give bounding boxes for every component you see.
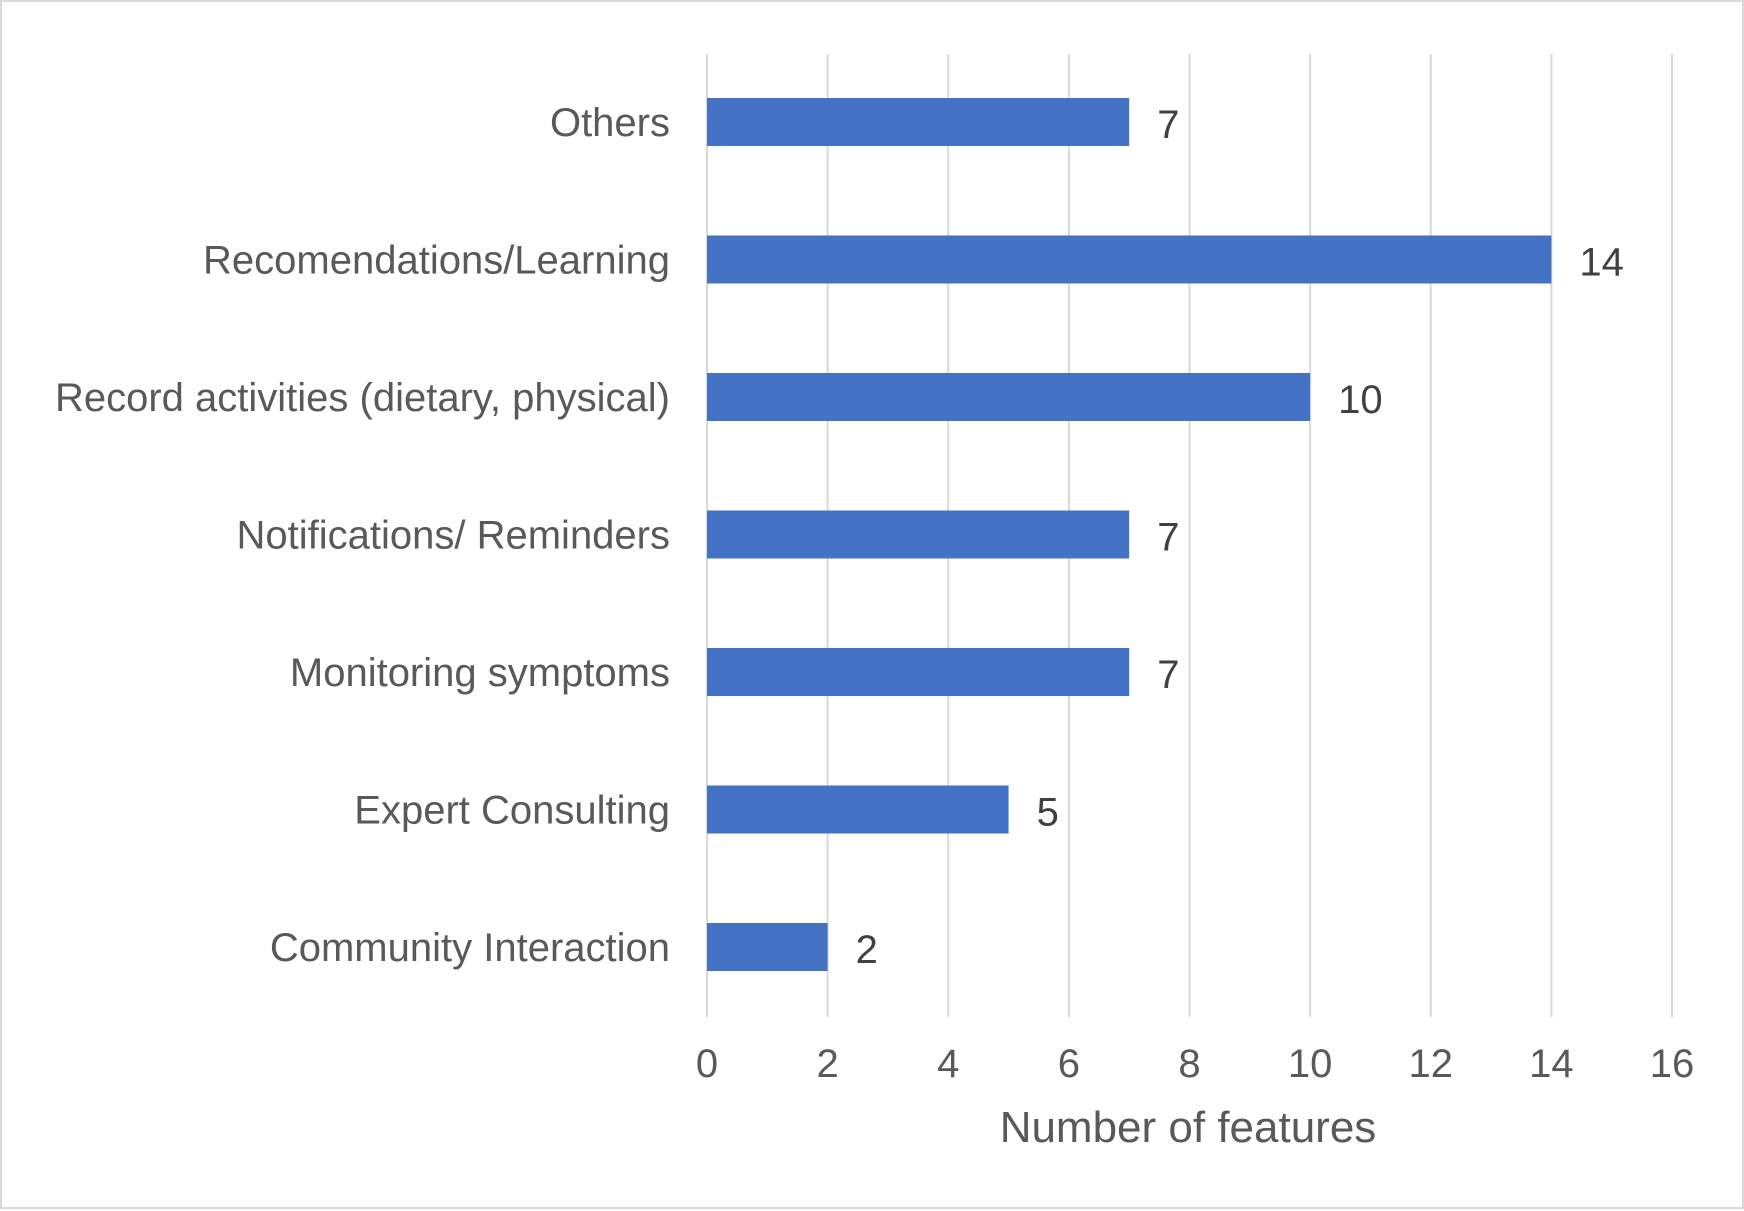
bar <box>707 510 1130 559</box>
category-label: Record activities (dietary, physical) <box>55 376 670 420</box>
x-tick-label: 8 <box>1178 1042 1200 1086</box>
category-label: Others <box>550 101 670 145</box>
data-label: 14 <box>1579 241 1624 285</box>
category-label: Notifications/ Reminders <box>237 514 671 558</box>
x-tick-label: 4 <box>937 1042 959 1086</box>
x-tick-label: 16 <box>1650 1042 1695 1086</box>
category-label: Recomendations/Learning <box>203 239 670 283</box>
category-label: Expert Consulting <box>354 789 670 833</box>
data-label: 7 <box>1157 653 1179 697</box>
data-label: 10 <box>1338 378 1383 422</box>
data-label: 7 <box>1157 103 1179 147</box>
data-label: 2 <box>856 928 878 972</box>
category-label: Monitoring symptoms <box>290 651 670 695</box>
x-axis-title: Number of features <box>1000 1103 1377 1152</box>
gridlines <box>706 54 1673 1017</box>
bar <box>707 235 1552 284</box>
x-tick-label: 6 <box>1058 1042 1080 1086</box>
bar <box>707 98 1130 146</box>
bar <box>707 648 1130 696</box>
x-tick-label: 0 <box>696 1042 718 1086</box>
bars <box>707 98 1552 971</box>
bar <box>707 373 1311 421</box>
data-label: 5 <box>1037 791 1059 835</box>
x-tick-label: 12 <box>1409 1042 1454 1086</box>
bar <box>707 785 1009 834</box>
x-tick-label: 14 <box>1529 1042 1574 1086</box>
labels: 0 2 4 6 8 10 12 14 16 Others 7 Recomendations/Learn… <box>55 101 1694 1086</box>
bar <box>707 923 828 971</box>
data-label: 7 <box>1157 516 1179 560</box>
x-tick-label: 2 <box>817 1042 839 1086</box>
category-label: Community Interaction <box>270 926 670 970</box>
x-tick-label: 10 <box>1288 1042 1333 1086</box>
